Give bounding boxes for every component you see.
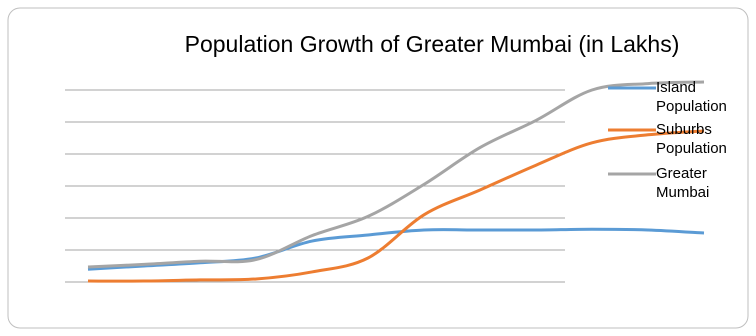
data-line (87, 227, 705, 271)
data-line (87, 80, 705, 269)
legend-label: Island Population (656, 79, 727, 115)
legend-label: Suburbs Population (656, 121, 727, 157)
chart-title: Population Growth of Greater Mumbai (in … (185, 31, 680, 57)
data-line (87, 129, 705, 283)
legend-label: Greater Mumbai (656, 165, 710, 201)
chart-frame (7, 7, 749, 329)
